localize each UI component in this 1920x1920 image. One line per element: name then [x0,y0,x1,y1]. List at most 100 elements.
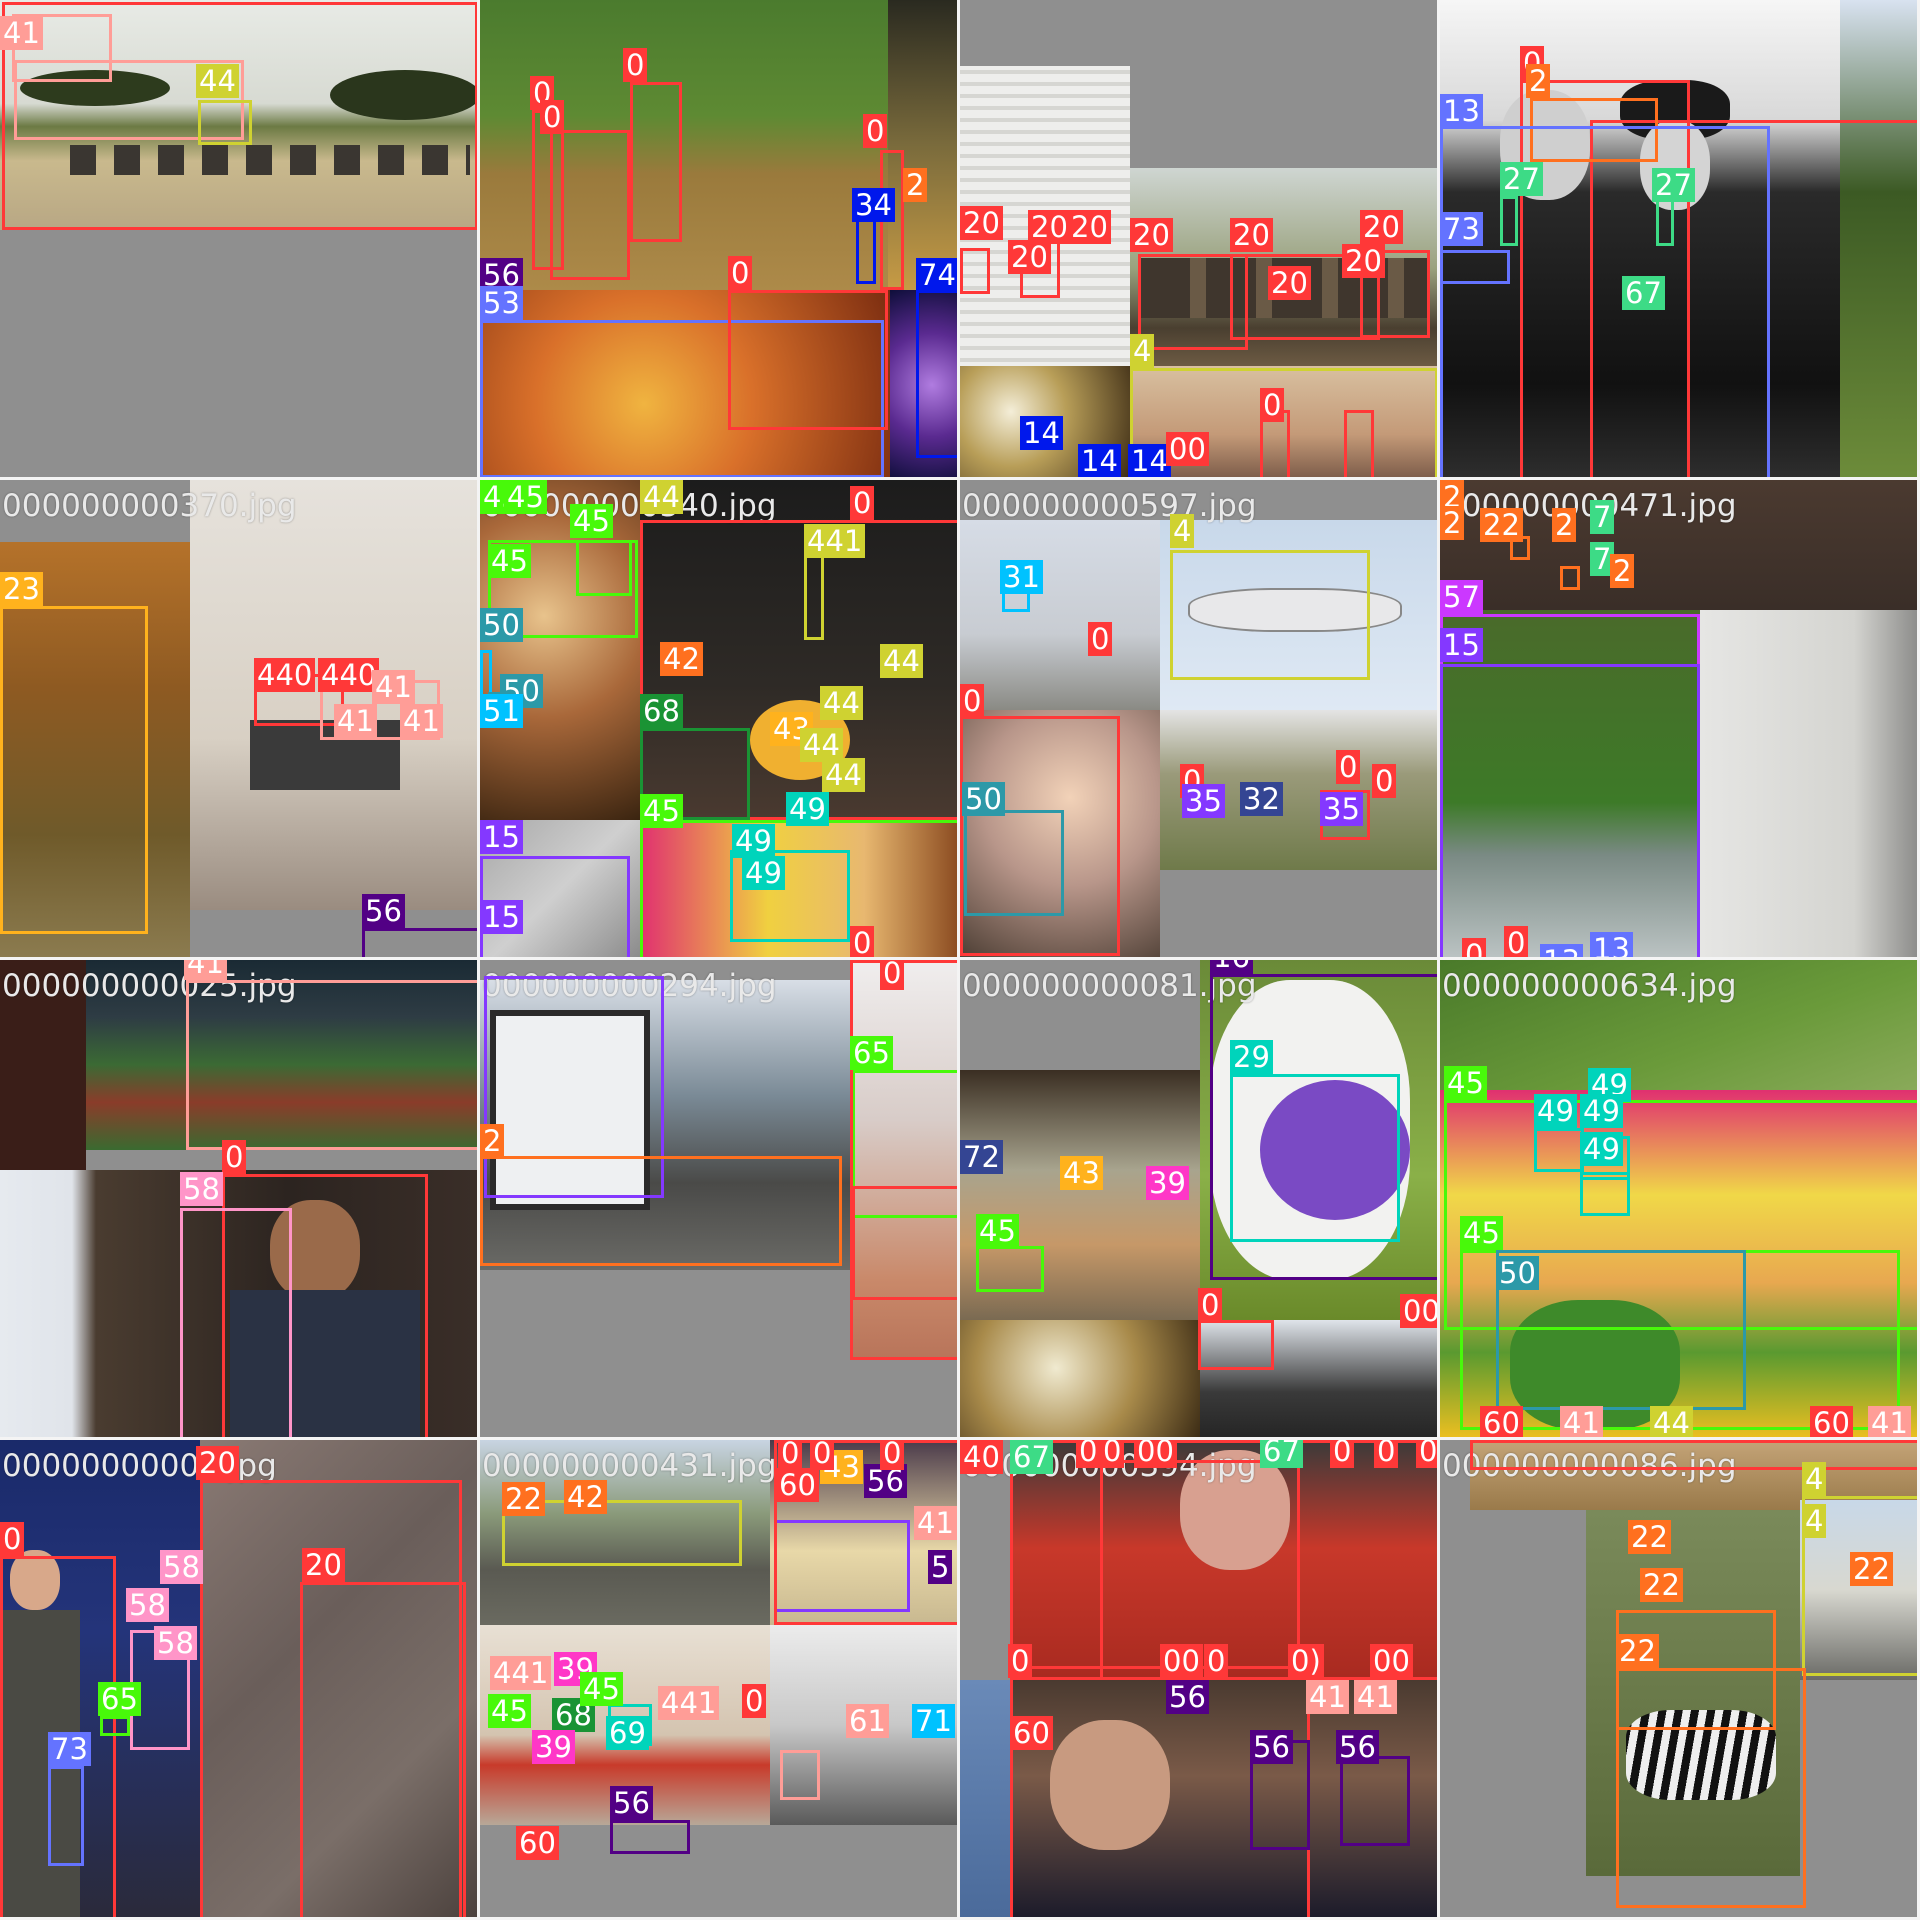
label-tag: 15 [480,900,523,934]
label-tag: 49 [742,856,785,890]
bbox-potted-plant [180,1208,292,1437]
label-tag: 58 [180,1172,223,1206]
trains-photo [480,1440,770,1625]
label-tag: 41 [914,1506,957,1540]
bbox-zebra [1616,1668,1806,1908]
bbox-person [1470,1440,1917,1470]
label-tag: 58 [160,1550,203,1584]
bbox-cell-phone [100,1716,130,1736]
label-tag: 0 [1416,1440,1437,1468]
building-photo [1440,480,1917,610]
label-tag: 45 [488,544,531,578]
bbox-person [1344,410,1374,477]
bbox-train [502,1500,742,1566]
grass-field-photo [1440,960,1917,1090]
label-tag: 20 [1268,266,1311,300]
tile-bus-street: 000000000294.jpg 2 65 0 [480,960,960,1440]
label-tag: 0 [778,1440,803,1470]
label-tag: 4 [1130,334,1155,368]
bbox-truck [1560,566,1580,590]
bbox-person [960,716,1120,956]
bbox-bowl [1444,1100,1917,1330]
label-tag: 0 [880,960,905,990]
label-tag: 56 [1166,1680,1209,1714]
label-tag: 0 [1462,938,1487,957]
bbox-chair [1340,1756,1410,1846]
label-tag: 0 [1336,750,1361,784]
label-tag: 0 [1260,388,1285,422]
label-tag: 20 [1360,210,1403,244]
bbox-person [1590,120,1917,477]
bbox-car [1530,98,1658,162]
label-tag: 440 [318,658,380,692]
label-tag: 441 [490,1656,552,1690]
bbox-cell-phone [852,1070,957,1218]
label-tag: 2 [1440,506,1465,540]
label-tag: 45 [488,1694,531,1728]
dining-table-photo [480,480,640,820]
image-filename: 000000000081.jpg [962,968,1257,1004]
tile-officers: 0 2 13 27 27 73 67 [1440,0,1920,480]
label-tag: 2 [480,1124,505,1158]
label-tag: 41 [334,704,377,738]
label-tag: 41 [1560,1406,1603,1437]
label-tag: 0 [1204,1644,1229,1678]
bbox-elephant [300,1582,466,1917]
bbox-bowl [976,1246,1044,1292]
label-tag: 60 [516,1826,559,1860]
label-tag: 0 [1008,1644,1033,1678]
label-tag: 45 [570,504,613,538]
label-tag: 441 [658,1686,720,1720]
label-tag: 00 [1400,1294,1437,1328]
bbox-person [0,1556,116,1917]
label-tag: 22 [1850,1552,1893,1586]
label-tag: 65 [98,1682,141,1716]
label-tag: 0 [850,926,875,957]
label-tag: 20 [1130,218,1173,252]
label-tag: 34 [852,188,895,222]
label-tag: 44 [880,644,923,678]
label-tag: 0) [1288,1644,1324,1678]
bbox-elephant [1138,254,1248,350]
tile-trains-kitchen: 000000000431.jpg 22 42 60 43 56 41 441 3… [480,1440,960,1920]
label-tag: 00 [1160,1644,1203,1678]
bbox-airplane [1802,1496,1917,1676]
image-filename: 000000000634.jpg [1442,968,1737,1004]
label-tag: 15 [480,820,523,854]
phone-hand-photo [850,960,957,1360]
label-tag: 20 [1028,210,1071,244]
label-tag: 39 [1146,1166,1189,1200]
shower-photo [1700,610,1917,957]
label-tag: 49 [1588,1068,1631,1102]
office-photo [190,480,477,910]
label-tag: 41 [1354,1680,1397,1714]
tile-collage-elephants: 20 20 20 20 20 20 20 20 20 4 14 14 14 0 … [960,0,1440,480]
label-tag: 69 [606,1716,649,1750]
tile-giraffe-office: 000000000370.jpg 23 440 440 41 41 41 56 [0,480,480,960]
giraffe-photo [0,542,190,957]
label-tag: 44 [820,686,863,720]
bbox-giraffe [0,606,148,934]
bbox-elephant [200,1480,462,1917]
label-tag: 45 [640,794,683,828]
label-tag: 0 [0,1522,25,1556]
label-tag: 35 [1320,792,1363,826]
label-tag: 4 [1802,1504,1827,1538]
label-tag: 16 [1210,960,1253,974]
bbox-person [222,1174,428,1437]
label-tag: 0 [960,684,985,718]
label-tag: 441 [804,524,866,558]
tile-batter-man: 000000000025.jpg 41 0 58 [0,960,480,1440]
bbox-sandwich [1534,1128,1584,1172]
bbox-person [728,290,888,430]
label-tag: 65 [850,1036,893,1070]
label-tag: 5 [928,1550,953,1584]
label-tag: 50 [962,782,1005,816]
label-tag: 13 [1590,932,1633,957]
label-tag: 41 [0,16,43,50]
bbox-tie [1500,196,1518,246]
label-tag: 44 [822,758,865,792]
woman-reading-photo [1010,1680,1437,1917]
sky-strip-photo [960,1680,1010,1917]
bbox-book [1440,250,1510,284]
